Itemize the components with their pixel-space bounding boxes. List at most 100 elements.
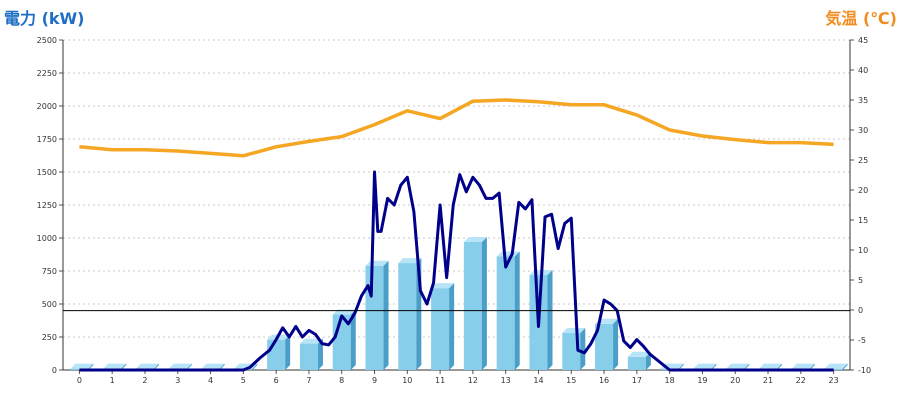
- right-tick-label: -10: [858, 366, 871, 375]
- bar-side: [285, 334, 291, 370]
- bar-side: [383, 260, 389, 370]
- bar-top: [398, 258, 422, 264]
- x-tick-label: 5: [241, 376, 246, 385]
- right-tick-label: 40: [858, 66, 868, 75]
- left-tick-label: 1750: [37, 135, 57, 144]
- bar-front: [463, 241, 482, 370]
- right-tick-label: 5: [858, 276, 863, 285]
- bar-side: [481, 236, 487, 370]
- bar-side: [186, 363, 192, 370]
- right-tick-label: 45: [858, 36, 868, 45]
- axes: [59, 39, 854, 374]
- power-line: [79, 170, 834, 372]
- left-tick-label: 2250: [37, 69, 57, 78]
- temperature-line-path: [79, 98, 834, 158]
- right-axis-title: 気温 (℃): [825, 9, 897, 28]
- bar-side: [678, 363, 684, 370]
- temperature-line: [79, 98, 834, 158]
- x-tick-label: 1: [110, 376, 115, 385]
- left-tick-label: 1250: [37, 201, 57, 210]
- bar-top: [201, 363, 225, 369]
- x-tick-label: 22: [796, 376, 806, 385]
- bar: [365, 260, 389, 370]
- bar-side: [809, 363, 815, 370]
- right-tick-label: -5: [858, 336, 866, 345]
- bar: [431, 283, 455, 370]
- x-tick-label: 21: [763, 376, 773, 385]
- left-tick-label: 750: [42, 267, 57, 276]
- right-tick-label: 35: [858, 96, 868, 105]
- bar-front: [267, 339, 286, 370]
- left-tick-label: 2500: [37, 36, 57, 45]
- bar-side: [580, 328, 586, 370]
- bar: [627, 351, 651, 370]
- bar-side: [88, 363, 94, 370]
- x-tick-label: 20: [730, 376, 740, 385]
- bar-top: [693, 363, 717, 369]
- bar-side: [317, 338, 323, 370]
- bar: [267, 334, 291, 370]
- x-tick-label: 4: [208, 376, 213, 385]
- bar-side: [711, 363, 717, 370]
- x-tick-label: 12: [468, 376, 478, 385]
- bar-side: [547, 269, 553, 370]
- bar: [299, 338, 323, 370]
- x-tick-label: 23: [829, 376, 839, 385]
- bar-front: [299, 343, 318, 370]
- right-tick-label: 20: [858, 186, 868, 195]
- left-tick-label: 0: [52, 366, 57, 375]
- bar-front: [431, 288, 450, 370]
- power-bars: [70, 236, 848, 370]
- bar-side: [613, 318, 619, 370]
- bar-side: [744, 363, 750, 370]
- x-tick-label: 0: [77, 376, 82, 385]
- bar-top: [463, 236, 487, 242]
- bar-side: [645, 351, 651, 370]
- bar-top: [103, 363, 127, 369]
- right-tick-label: 10: [858, 246, 868, 255]
- x-tick-label: 14: [533, 376, 543, 385]
- power-line-path: [79, 170, 834, 372]
- bar-side: [121, 363, 127, 370]
- bar-side: [350, 309, 356, 370]
- x-tick-label: 18: [665, 376, 675, 385]
- right-tick-label: 25: [858, 156, 868, 165]
- x-tick-label: 16: [599, 376, 609, 385]
- left-axis-title: 電力 (kW): [4, 9, 85, 28]
- bar-top: [135, 363, 159, 369]
- x-tick-label: 10: [402, 376, 412, 385]
- bar-top: [496, 251, 520, 257]
- x-tick-label: 13: [501, 376, 511, 385]
- x-tick-label: 15: [566, 376, 576, 385]
- bar-top: [168, 363, 192, 369]
- x-tick-label: 11: [435, 376, 445, 385]
- x-tick-label: 9: [372, 376, 377, 385]
- bar-side: [252, 363, 258, 370]
- left-tick-label: 500: [42, 300, 57, 309]
- bar-side: [842, 363, 848, 370]
- bar-front: [365, 265, 384, 370]
- x-tick-label: 17: [632, 376, 642, 385]
- bar-top: [759, 363, 783, 369]
- x-tick-label: 3: [175, 376, 180, 385]
- bar-top: [824, 363, 848, 369]
- x-tick-label: 19: [697, 376, 707, 385]
- x-tick-label: 7: [306, 376, 311, 385]
- bar-top: [70, 363, 94, 369]
- x-tick-label: 2: [142, 376, 147, 385]
- bar-front: [595, 323, 614, 370]
- right-tick-label: 15: [858, 216, 868, 225]
- right-tick-label: 30: [858, 126, 868, 135]
- bar-top: [562, 328, 586, 334]
- right-tick-label: 0: [858, 306, 863, 315]
- bar-top: [627, 351, 651, 357]
- bar-front: [562, 333, 581, 370]
- bar-front: [627, 356, 646, 370]
- bar-side: [777, 363, 783, 370]
- left-tick-label: 1500: [37, 168, 57, 177]
- bar-front: [398, 263, 417, 370]
- bar-top: [791, 363, 815, 369]
- left-tick-label: 250: [42, 333, 57, 342]
- bar-side: [449, 283, 455, 370]
